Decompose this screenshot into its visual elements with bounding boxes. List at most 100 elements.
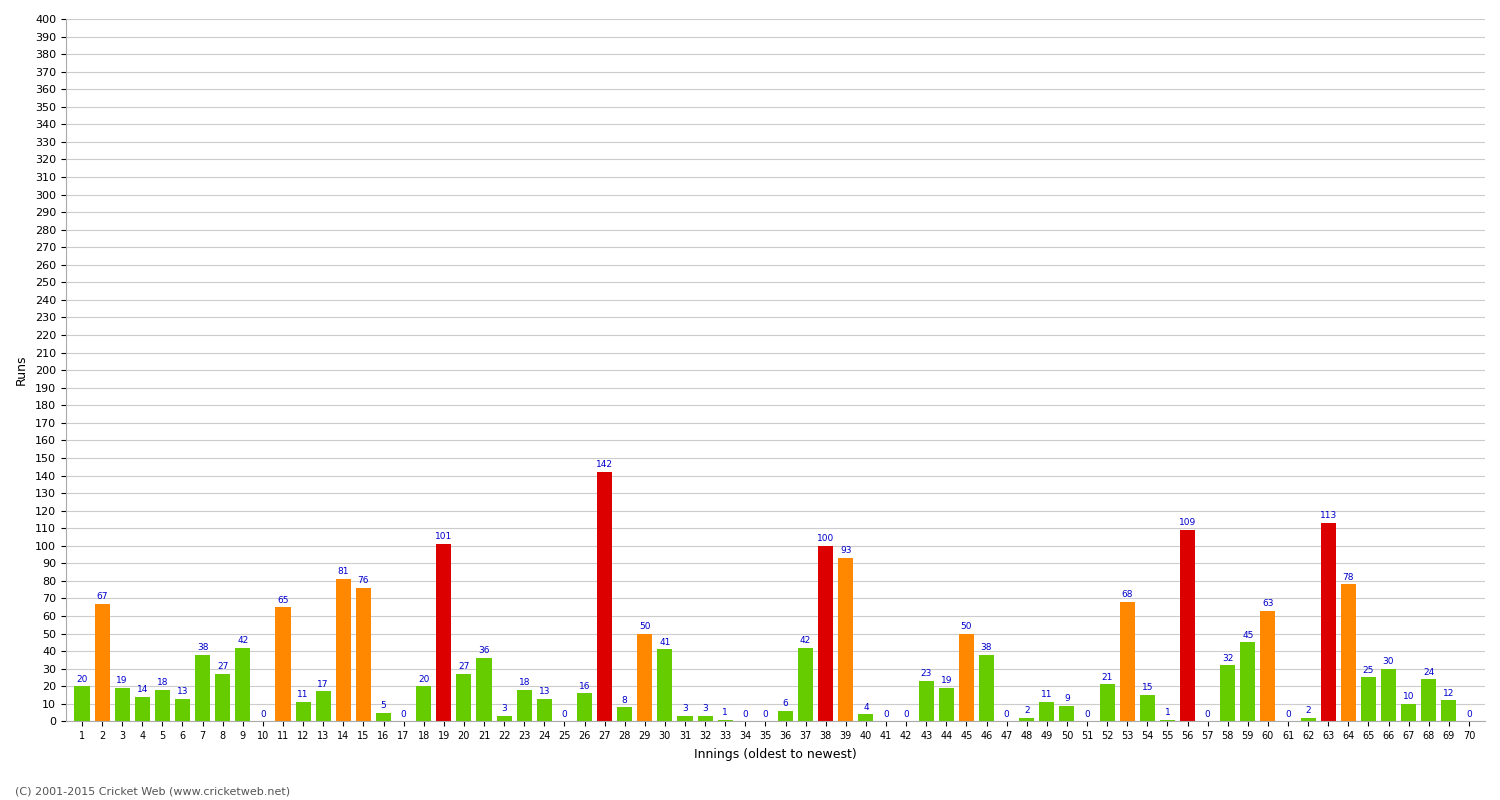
Text: 0: 0 <box>400 710 406 718</box>
Text: 45: 45 <box>1242 630 1254 640</box>
Text: 27: 27 <box>217 662 228 671</box>
Text: 100: 100 <box>818 534 834 543</box>
Text: 18: 18 <box>519 678 530 687</box>
Text: 10: 10 <box>1402 692 1414 701</box>
Bar <box>1019 718 1035 722</box>
Text: 19: 19 <box>940 676 952 686</box>
Bar <box>336 579 351 722</box>
Bar <box>678 716 693 722</box>
Text: 3: 3 <box>682 705 688 714</box>
Text: 0: 0 <box>884 710 890 718</box>
Bar <box>1382 669 1396 722</box>
Text: 81: 81 <box>338 567 350 577</box>
Text: 15: 15 <box>1142 683 1154 692</box>
Bar <box>416 686 430 722</box>
Bar <box>516 690 531 722</box>
Text: 109: 109 <box>1179 518 1196 527</box>
Text: 0: 0 <box>762 710 768 718</box>
Bar <box>477 658 492 722</box>
Text: 78: 78 <box>1342 573 1354 582</box>
Text: 13: 13 <box>538 687 550 696</box>
Text: 0: 0 <box>1084 710 1090 718</box>
Text: 30: 30 <box>1383 657 1395 666</box>
Bar <box>135 697 150 722</box>
Bar <box>1160 719 1174 722</box>
Text: 19: 19 <box>117 676 128 686</box>
Text: 50: 50 <box>960 622 972 631</box>
Bar <box>436 544 451 722</box>
Bar <box>939 688 954 722</box>
Bar <box>537 698 552 722</box>
Bar <box>1420 679 1437 722</box>
Bar <box>638 634 652 722</box>
Text: 67: 67 <box>96 592 108 601</box>
Bar <box>717 719 732 722</box>
Bar <box>1360 678 1376 722</box>
Text: 13: 13 <box>177 687 188 696</box>
Bar <box>1119 602 1136 722</box>
Text: 5: 5 <box>381 701 387 710</box>
Text: 0: 0 <box>561 710 567 718</box>
Text: 27: 27 <box>458 662 470 671</box>
Bar <box>1260 610 1275 722</box>
Text: 11: 11 <box>1041 690 1053 699</box>
Bar <box>858 714 873 722</box>
Text: 18: 18 <box>156 678 168 687</box>
Text: 0: 0 <box>1466 710 1472 718</box>
Bar <box>657 650 672 722</box>
Bar <box>376 713 392 722</box>
Bar <box>75 686 90 722</box>
Bar <box>578 694 592 722</box>
Bar <box>980 654 994 722</box>
Bar <box>798 647 813 722</box>
Bar <box>1240 642 1256 722</box>
Text: 11: 11 <box>297 690 309 699</box>
Text: 4: 4 <box>862 702 868 712</box>
Bar <box>456 674 471 722</box>
Bar <box>1100 685 1114 722</box>
Bar <box>698 716 712 722</box>
Text: 25: 25 <box>1362 666 1374 675</box>
Text: 101: 101 <box>435 532 453 542</box>
Text: 42: 42 <box>800 636 812 645</box>
Text: 38: 38 <box>981 643 993 652</box>
Text: 21: 21 <box>1101 673 1113 682</box>
Text: 2: 2 <box>1024 706 1029 715</box>
Text: 63: 63 <box>1262 599 1274 608</box>
Text: 0: 0 <box>260 710 266 718</box>
Bar <box>1300 718 1316 722</box>
Text: 3: 3 <box>501 705 507 714</box>
Text: 113: 113 <box>1320 511 1336 520</box>
Bar <box>94 604 110 722</box>
Text: 36: 36 <box>478 646 490 655</box>
Text: (C) 2001-2015 Cricket Web (www.cricketweb.net): (C) 2001-2015 Cricket Web (www.cricketwe… <box>15 786 290 796</box>
Bar <box>1341 584 1356 722</box>
Text: 0: 0 <box>903 710 909 718</box>
Text: 68: 68 <box>1122 590 1132 599</box>
Bar <box>496 716 512 722</box>
Text: 14: 14 <box>136 685 148 694</box>
Text: 17: 17 <box>318 680 328 689</box>
Text: 6: 6 <box>783 699 789 708</box>
Bar <box>958 634 974 722</box>
Text: 0: 0 <box>1286 710 1292 718</box>
Text: 38: 38 <box>196 643 208 652</box>
Text: 76: 76 <box>357 576 369 586</box>
Text: 3: 3 <box>702 705 708 714</box>
Text: 12: 12 <box>1443 689 1455 698</box>
Bar <box>616 707 632 722</box>
Bar <box>1220 665 1236 722</box>
Bar <box>597 472 612 722</box>
Bar <box>1401 704 1416 722</box>
Text: 93: 93 <box>840 546 852 555</box>
Bar <box>918 681 933 722</box>
Bar <box>1320 523 1336 722</box>
Bar <box>818 546 833 722</box>
Text: 1: 1 <box>1164 708 1170 717</box>
Bar <box>214 674 230 722</box>
Bar <box>1180 530 1196 722</box>
Bar <box>195 654 210 722</box>
Bar <box>839 558 854 722</box>
Bar <box>1059 706 1074 722</box>
X-axis label: Innings (oldest to newest): Innings (oldest to newest) <box>694 748 856 761</box>
